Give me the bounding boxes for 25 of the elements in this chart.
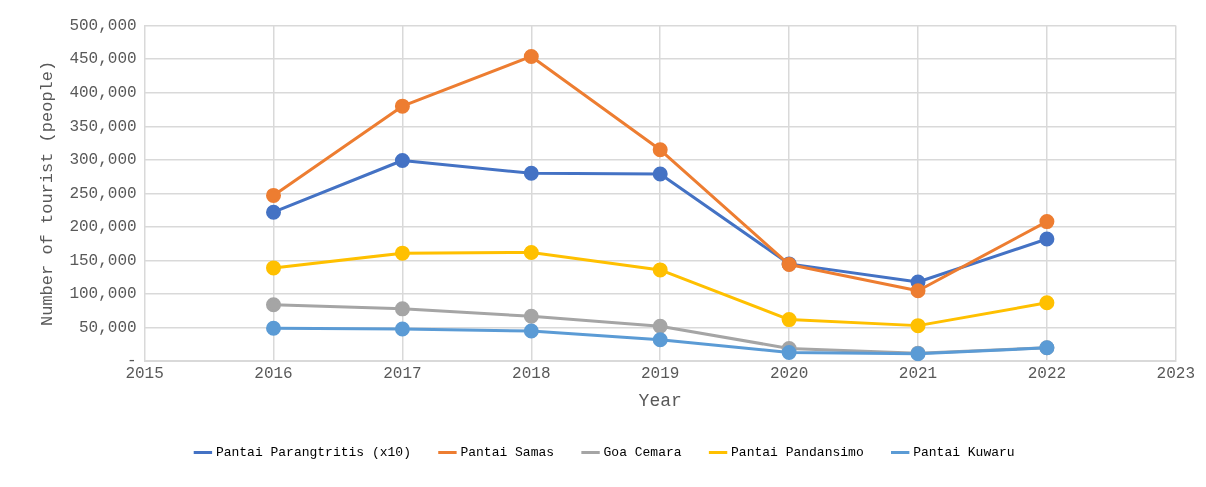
legend-label: Goa Cemara [603, 444, 682, 460]
x-tick-label: 2021 [898, 365, 938, 384]
y-tick-label: 150,000 [69, 251, 137, 270]
y-tick-label: 50,000 [79, 318, 137, 337]
y-tick-label: 300,000 [69, 151, 137, 170]
x-tick-label: 2019 [641, 365, 680, 384]
x-tick-label: 2017 [383, 365, 422, 384]
y-tick-label: 250,000 [69, 184, 137, 203]
y-tick-label: 350,000 [69, 117, 137, 136]
y-tick-label: 100,000 [69, 285, 137, 304]
legend-label: Pantai Parangtritis (x10) [215, 444, 411, 460]
y-axis-title: Number of tourist (people) [37, 60, 57, 327]
legend-label: Pantai Kuwaru [913, 444, 1015, 460]
x-axis-title: Year [638, 390, 682, 411]
x-tick-label: 2022 [1027, 365, 1067, 384]
x-tick-label: 2023 [1156, 365, 1195, 384]
y-tick-label: 200,000 [69, 218, 137, 237]
x-tick-label: 2016 [254, 365, 293, 384]
legend-label: Pantai Samas [460, 444, 555, 460]
y-tick-label: 450,000 [69, 50, 137, 69]
x-tick-label: 2018 [512, 365, 551, 384]
x-tick-label: 2020 [769, 365, 809, 384]
legend-label: Pantai Pandansimo [731, 444, 864, 460]
y-tick-label: 500,000 [69, 16, 137, 35]
y-tick-label: 400,000 [69, 83, 137, 102]
